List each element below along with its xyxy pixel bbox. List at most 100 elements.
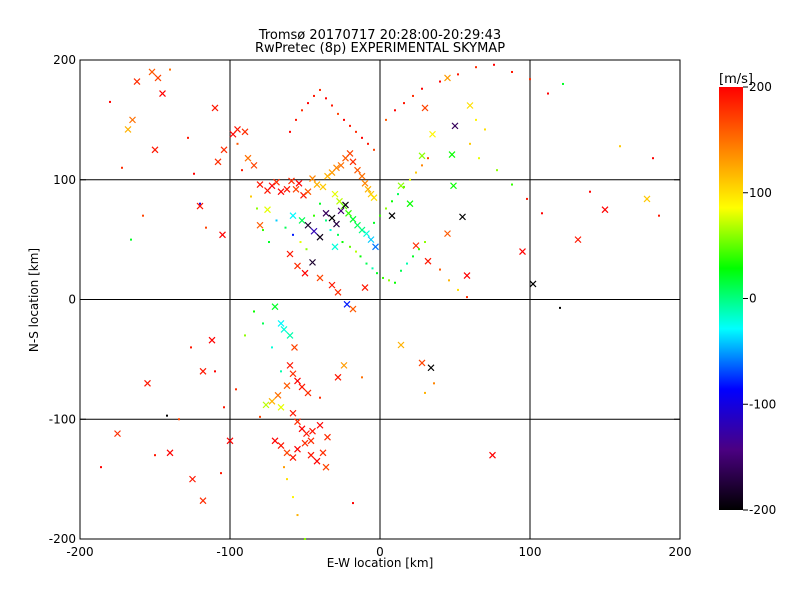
data-point-dot (355, 130, 357, 133)
data-point-dot (403, 185, 405, 188)
data-point-dot (394, 109, 396, 112)
data-point-dot (349, 124, 351, 127)
data-point-dot (619, 145, 621, 148)
data-point-cross (340, 361, 348, 369)
data-point-dot (529, 78, 531, 81)
data-point-cross (292, 185, 300, 193)
data-point-cross (288, 177, 295, 185)
data-point-dot (394, 281, 396, 284)
data-point-dot (469, 142, 471, 145)
data-point-dot (352, 502, 354, 505)
data-point-cross (412, 242, 420, 250)
data-point-cross (268, 397, 276, 405)
data-point-cross (199, 367, 207, 375)
data-point-cross (250, 161, 258, 169)
data-point-dot (319, 396, 321, 399)
data-point-dot (262, 322, 264, 325)
data-point-dot (475, 66, 477, 69)
data-point-dot (178, 418, 180, 421)
data-point-cross (294, 418, 301, 426)
data-point-cross (301, 439, 309, 447)
data-point-dot (329, 229, 332, 232)
data-point-cross (397, 341, 405, 349)
data-point-dot (313, 94, 315, 97)
data-point-cross (345, 209, 352, 217)
chart-subtitle: RwPretec (8p) EXPERIMENTAL SKYMAP (255, 41, 505, 56)
data-point-cross (370, 194, 378, 202)
data-point-cross (291, 343, 298, 351)
data-point-cross (220, 146, 228, 154)
data-point-dot (457, 73, 459, 76)
data-point-cross (361, 179, 369, 187)
data-point-dot (337, 112, 339, 115)
data-point-cross (346, 149, 354, 157)
data-point-cross (304, 221, 312, 229)
data-point-cross (295, 179, 303, 187)
data-point-dot (379, 214, 381, 217)
data-point-dot (190, 346, 192, 349)
data-point-cross (444, 74, 451, 82)
data-point-dot (412, 255, 414, 258)
data-point-dot (415, 171, 417, 174)
data-point-cross (208, 336, 216, 344)
data-point-cross (148, 68, 156, 76)
data-point-dot (166, 414, 168, 417)
data-point-cross (309, 427, 316, 435)
data-point-dot (253, 310, 255, 313)
data-point-cross (427, 364, 435, 372)
data-point-dot (658, 214, 660, 217)
data-point-cross (349, 305, 357, 313)
data-point-dot (397, 193, 399, 196)
data-point-cross (114, 430, 121, 438)
data-point-cross (313, 181, 321, 188)
data-point-cross (286, 361, 294, 369)
data-point-cross (313, 457, 321, 465)
data-point-dot (475, 118, 477, 121)
data-point-dot (400, 269, 402, 272)
data-point-cross (333, 164, 340, 172)
data-point-dot (409, 178, 411, 181)
data-point-cross (301, 269, 309, 277)
data-point-dot (250, 195, 252, 198)
y-axis-ticks: -200 -100 0 100 200 (49, 53, 680, 546)
data-point-dot (121, 166, 123, 169)
data-point-dot (331, 104, 333, 107)
data-point-cross (286, 332, 294, 339)
data-point-dot (262, 229, 264, 232)
data-point-cross (334, 288, 342, 296)
data-point-dot (244, 334, 246, 337)
data-point-dot (193, 172, 195, 175)
data-point-cross (303, 430, 310, 438)
data-point-dot (412, 94, 414, 97)
data-point-cross (283, 382, 291, 390)
data-point-dot (418, 248, 420, 251)
data-point-dot (541, 212, 543, 215)
data-point-dot (235, 388, 237, 391)
data-point-cross (280, 326, 288, 333)
data-point-cross (363, 230, 370, 238)
data-point-dot (341, 241, 344, 244)
data-point-cross (283, 185, 291, 193)
data-point-dot (337, 233, 339, 236)
data-point-dot (439, 268, 441, 271)
data-point-cross (264, 206, 271, 214)
data-point-cross (289, 409, 297, 417)
data-point-cross (273, 178, 280, 186)
data-point-cross (459, 213, 466, 221)
data-point-dot (385, 207, 387, 210)
y-tick-label: 200 (53, 53, 76, 67)
data-point-dot (526, 197, 528, 200)
data-point-cross (448, 151, 456, 159)
data-point-dot (304, 538, 306, 540)
data-point-dot (355, 250, 357, 253)
data-point-cross (418, 359, 426, 367)
data-point-dot (286, 478, 288, 481)
data-point-dot (562, 82, 564, 85)
data-point-cross (298, 383, 306, 391)
data-point-dot (325, 219, 327, 222)
data-point-cross (601, 206, 609, 214)
data-point-dot (205, 226, 207, 229)
data-point-cross (319, 449, 327, 457)
data-point-cross (519, 248, 526, 256)
data-point-cross (342, 201, 349, 209)
